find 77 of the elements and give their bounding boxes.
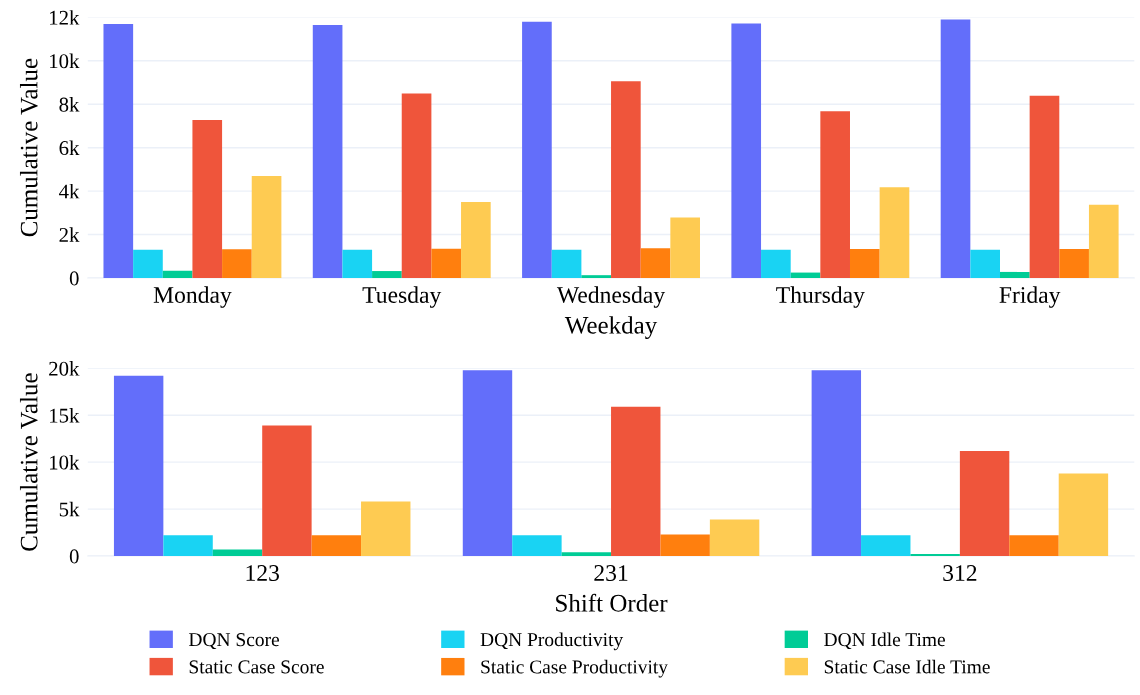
x-axis-title: Weekday	[564, 316, 658, 339]
bar	[1029, 95, 1060, 278]
bar	[709, 519, 760, 556]
bar	[790, 272, 821, 278]
bar	[133, 249, 163, 278]
y-tick-label: 0	[69, 549, 79, 564]
x-tick-label: Thursday	[776, 286, 865, 308]
y-tick-label: 10k	[50, 454, 80, 470]
y-tick-label: 8k	[59, 97, 80, 112]
bar	[1058, 473, 1109, 556]
bar	[103, 23, 134, 278]
bar	[1009, 535, 1059, 556]
y-tick-label: 10k	[50, 53, 80, 69]
bar	[163, 535, 213, 556]
x-tick-label: Friday	[999, 286, 1061, 308]
bar	[660, 534, 710, 556]
bar	[262, 425, 312, 556]
bar	[342, 249, 373, 278]
legend-label: Static Case Idle Time	[824, 659, 990, 674]
bar	[940, 19, 971, 278]
bar	[361, 501, 411, 556]
bar	[640, 248, 671, 278]
x-tick-label: 231	[594, 565, 628, 581]
legend-label: Static Case Score	[189, 660, 324, 674]
bar	[113, 375, 164, 556]
bar	[1088, 204, 1119, 278]
y-axis-title: Cumulative Value	[19, 373, 38, 551]
bar	[212, 549, 263, 556]
x-tick-label: 123	[246, 565, 279, 581]
bar	[192, 119, 223, 278]
bar	[611, 406, 661, 556]
bar	[561, 552, 612, 556]
bar	[162, 270, 193, 278]
bar	[522, 21, 552, 278]
legend-label: DQN Productivity	[480, 632, 624, 651]
bar	[731, 23, 762, 278]
bar	[959, 450, 1010, 556]
bar	[1000, 271, 1030, 278]
x-tick-label: Wednesday	[556, 286, 666, 308]
y-tick-label: 0	[69, 271, 79, 286]
bar	[611, 81, 641, 278]
y-tick-label: 2k	[59, 227, 80, 242]
bar	[879, 187, 910, 278]
y-tick-label: 6k	[59, 140, 80, 156]
bar	[970, 249, 1000, 278]
x-axis-title: Shift Order	[556, 593, 668, 612]
y-tick-label: 4k	[59, 183, 80, 199]
y-axis-title: Cumulative Value	[19, 58, 38, 237]
y-tick-label: 5k	[59, 501, 80, 517]
bar	[431, 248, 462, 278]
legend-label: Static Case Productivity	[481, 659, 668, 678]
bar	[670, 217, 700, 278]
legend-label: DQN Idle Time	[824, 632, 945, 650]
legend-label: DQN Score	[188, 633, 280, 650]
y-tick-label: 15k	[50, 408, 80, 423]
bar	[811, 370, 862, 556]
x-tick-label: Monday	[153, 286, 232, 308]
bar	[861, 535, 911, 556]
y-tick-label: 20k	[49, 361, 80, 376]
x-tick-label: 312	[943, 565, 977, 581]
bar	[461, 201, 491, 278]
bar	[311, 535, 362, 556]
bar	[401, 93, 432, 278]
bar	[581, 275, 612, 278]
bar	[512, 535, 562, 556]
bar	[1059, 249, 1089, 278]
y-tick-label: 12k	[50, 10, 80, 25]
bar	[372, 271, 402, 278]
bar	[312, 24, 343, 278]
bar	[222, 249, 252, 278]
bar	[850, 249, 880, 278]
bar	[551, 249, 582, 278]
bar	[251, 175, 282, 278]
bar	[761, 249, 791, 278]
bar	[462, 370, 513, 556]
x-tick-label: Tuesday	[362, 286, 442, 308]
bar	[820, 111, 850, 278]
